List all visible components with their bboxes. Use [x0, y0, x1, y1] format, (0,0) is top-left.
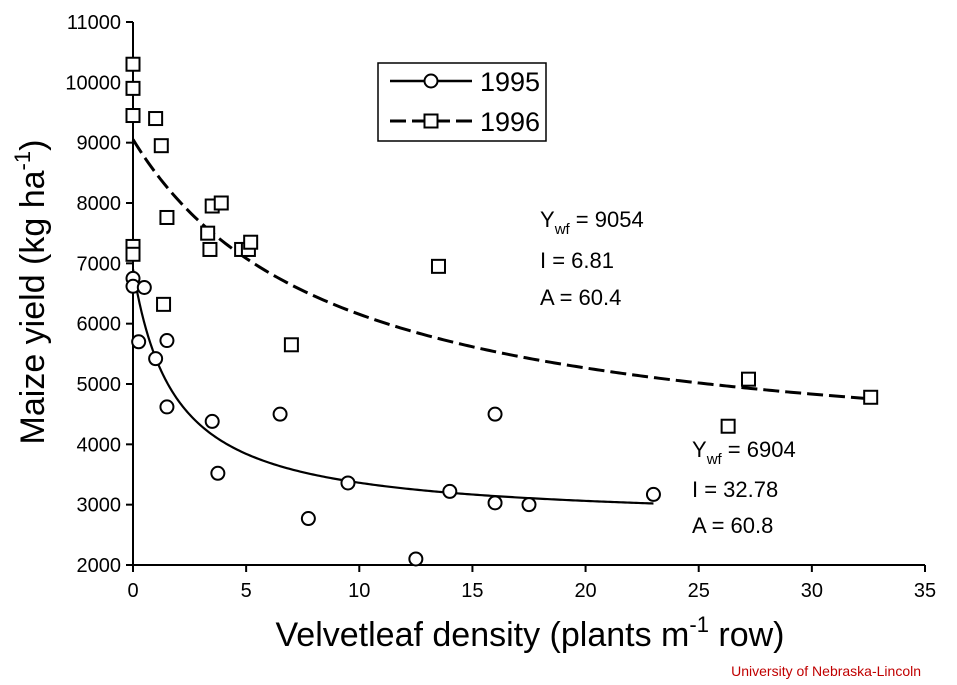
- annotation-1995-i: I = 32.78: [692, 477, 778, 502]
- x-ticks: 0 5 10 15 20 25 30 35: [127, 565, 936, 602]
- point-1996: [863, 389, 879, 405]
- fit-curve-1995: [131, 268, 654, 505]
- y-tick-label: 8000: [77, 193, 122, 215]
- point-1995: [487, 495, 503, 511]
- fit-curve-1996: [131, 138, 871, 401]
- y-tick-label: 5000: [77, 374, 122, 396]
- point-1995: [300, 511, 316, 527]
- point-1995: [159, 333, 175, 349]
- point-1995: [442, 483, 458, 499]
- credit-text: University of Nebraska-Lincoln: [731, 663, 921, 679]
- y-tick-label: 10000: [65, 72, 121, 94]
- data-points: [125, 56, 879, 567]
- y-ticks: 2000 3000 4000 5000 6000 7000 8000 9000 10000 110…: [65, 12, 133, 577]
- point-1995: [521, 497, 537, 513]
- x-tick-label: 25: [688, 580, 710, 602]
- point-1996: [213, 195, 229, 211]
- x-tick-label: 35: [914, 580, 936, 602]
- annotation-1995-a: A = 60.8: [692, 513, 773, 538]
- point-1996: [125, 80, 141, 96]
- annotation-1996-ywf: Ywf = 9054: [540, 207, 644, 238]
- annotation-1996-a: A = 60.4: [540, 285, 621, 310]
- point-1995: [204, 413, 220, 429]
- point-1995: [148, 351, 164, 367]
- legend-marker-1995: [423, 73, 439, 89]
- legend-marker-1996: [423, 113, 439, 129]
- y-tick-label: 11000: [67, 12, 121, 34]
- point-1996: [283, 337, 299, 353]
- point-1996: [125, 246, 141, 262]
- point-1996: [125, 56, 141, 72]
- point-1995: [487, 406, 503, 422]
- annotation-1996-i: I = 6.81: [540, 248, 614, 273]
- point-1996: [125, 108, 141, 124]
- y-tick-label: 7000: [77, 253, 122, 275]
- point-1996: [202, 241, 218, 257]
- point-1996: [243, 234, 259, 250]
- fit-curves: [131, 138, 871, 505]
- x-tick-label: 15: [461, 580, 483, 602]
- annotation-1996: Ywf = 9054 I = 6.81 A = 60.4: [540, 207, 644, 310]
- y-tick-label: 9000: [77, 133, 122, 155]
- legend-box: [377, 62, 547, 142]
- point-1995: [136, 279, 152, 295]
- point-1996: [159, 209, 175, 225]
- y-tick-label: 6000: [77, 314, 122, 336]
- point-1995: [210, 465, 226, 481]
- point-1996: [740, 371, 756, 387]
- x-tick-label: 20: [574, 580, 596, 602]
- x-tick-label: 0: [127, 580, 138, 602]
- x-axis-title: Velvetleaf density (plants m-1 row): [275, 612, 784, 654]
- point-1996: [430, 258, 446, 274]
- y-tick-label: 3000: [77, 495, 122, 517]
- point-1995: [159, 399, 175, 415]
- y-axis-title: Maize yield (kg ha-1): [10, 140, 52, 445]
- legend-label-1995: 1995: [480, 67, 540, 97]
- legend: 1995 1996: [377, 62, 547, 142]
- point-1995: [340, 475, 356, 491]
- point-1995: [272, 406, 288, 422]
- annotation-1995: Ywf = 6904 I = 32.78 A = 60.8: [692, 437, 796, 538]
- y-tick-label: 4000: [77, 434, 122, 456]
- legend-label-1996: 1996: [480, 107, 540, 137]
- point-1996: [153, 138, 169, 154]
- point-1995: [645, 486, 661, 502]
- annotation-1995-ywf: Ywf = 6904: [692, 437, 796, 468]
- point-1996: [148, 111, 164, 127]
- x-tick-label: 5: [241, 580, 252, 602]
- point-1996: [156, 296, 172, 312]
- point-1996: [720, 418, 736, 434]
- y-tick-label: 2000: [77, 555, 122, 577]
- point-1995: [408, 551, 424, 567]
- x-tick-label: 10: [348, 580, 370, 602]
- point-1995: [131, 334, 147, 350]
- x-tick-label: 30: [801, 580, 823, 602]
- point-1996: [200, 225, 216, 241]
